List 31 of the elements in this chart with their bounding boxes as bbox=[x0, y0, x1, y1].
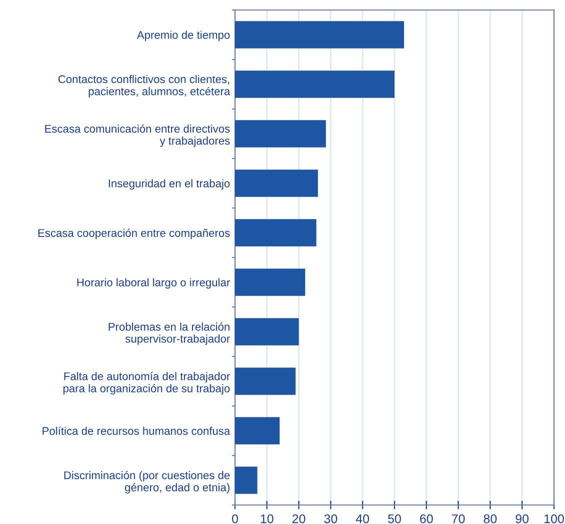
x-tick-label: 20 bbox=[292, 514, 306, 524]
y-tick-label: Discriminación (por cuestiones de género, edad o etnia) bbox=[64, 470, 230, 494]
bar bbox=[235, 268, 306, 296]
x-tick-label: 60 bbox=[420, 514, 433, 524]
y-tick-label: Inseguridad en el trabajo bbox=[108, 179, 230, 190]
x-tick-label: 80 bbox=[484, 514, 497, 524]
x-tick-label: 40 bbox=[356, 514, 370, 524]
bar bbox=[235, 318, 299, 346]
y-tick-label: Problemas en la relación supervisor-trabajador bbox=[108, 322, 230, 345]
y-tick-label: Escasa cooperación entre compañeros bbox=[38, 228, 230, 240]
x-tick-label: 50 bbox=[388, 514, 401, 524]
x-tick-label: 30 bbox=[324, 514, 338, 524]
y-tick-label: Falta de autonomía del trabajador para la organización de su trabajo bbox=[63, 372, 230, 395]
bar bbox=[235, 417, 280, 444]
y-tick-label: Apremio de tiempo bbox=[136, 30, 230, 42]
bar bbox=[235, 219, 316, 246]
x-tick-label: 10 bbox=[260, 514, 274, 524]
bar bbox=[235, 120, 326, 148]
bar bbox=[235, 466, 258, 494]
x-tick-label: 90 bbox=[516, 514, 529, 524]
y-tick-label: Horario laboral largo o irregular bbox=[77, 278, 230, 289]
bar bbox=[235, 170, 318, 197]
y-tick-label: Escasa comunicación entre directivos y trabajadores bbox=[45, 124, 230, 147]
x-tick-label: 70 bbox=[452, 514, 465, 524]
x-tick-label: 100 bbox=[544, 514, 564, 524]
bar bbox=[235, 21, 404, 48]
y-tick-label: Contactos conflictivos con clientes, pacientes, alumnos, etcétera bbox=[58, 74, 230, 98]
y-tick-label: Política de recursos humanos confusa bbox=[42, 426, 230, 435]
x-tick-label: 0 bbox=[232, 514, 238, 524]
bar bbox=[235, 368, 296, 395]
bar bbox=[235, 70, 394, 98]
